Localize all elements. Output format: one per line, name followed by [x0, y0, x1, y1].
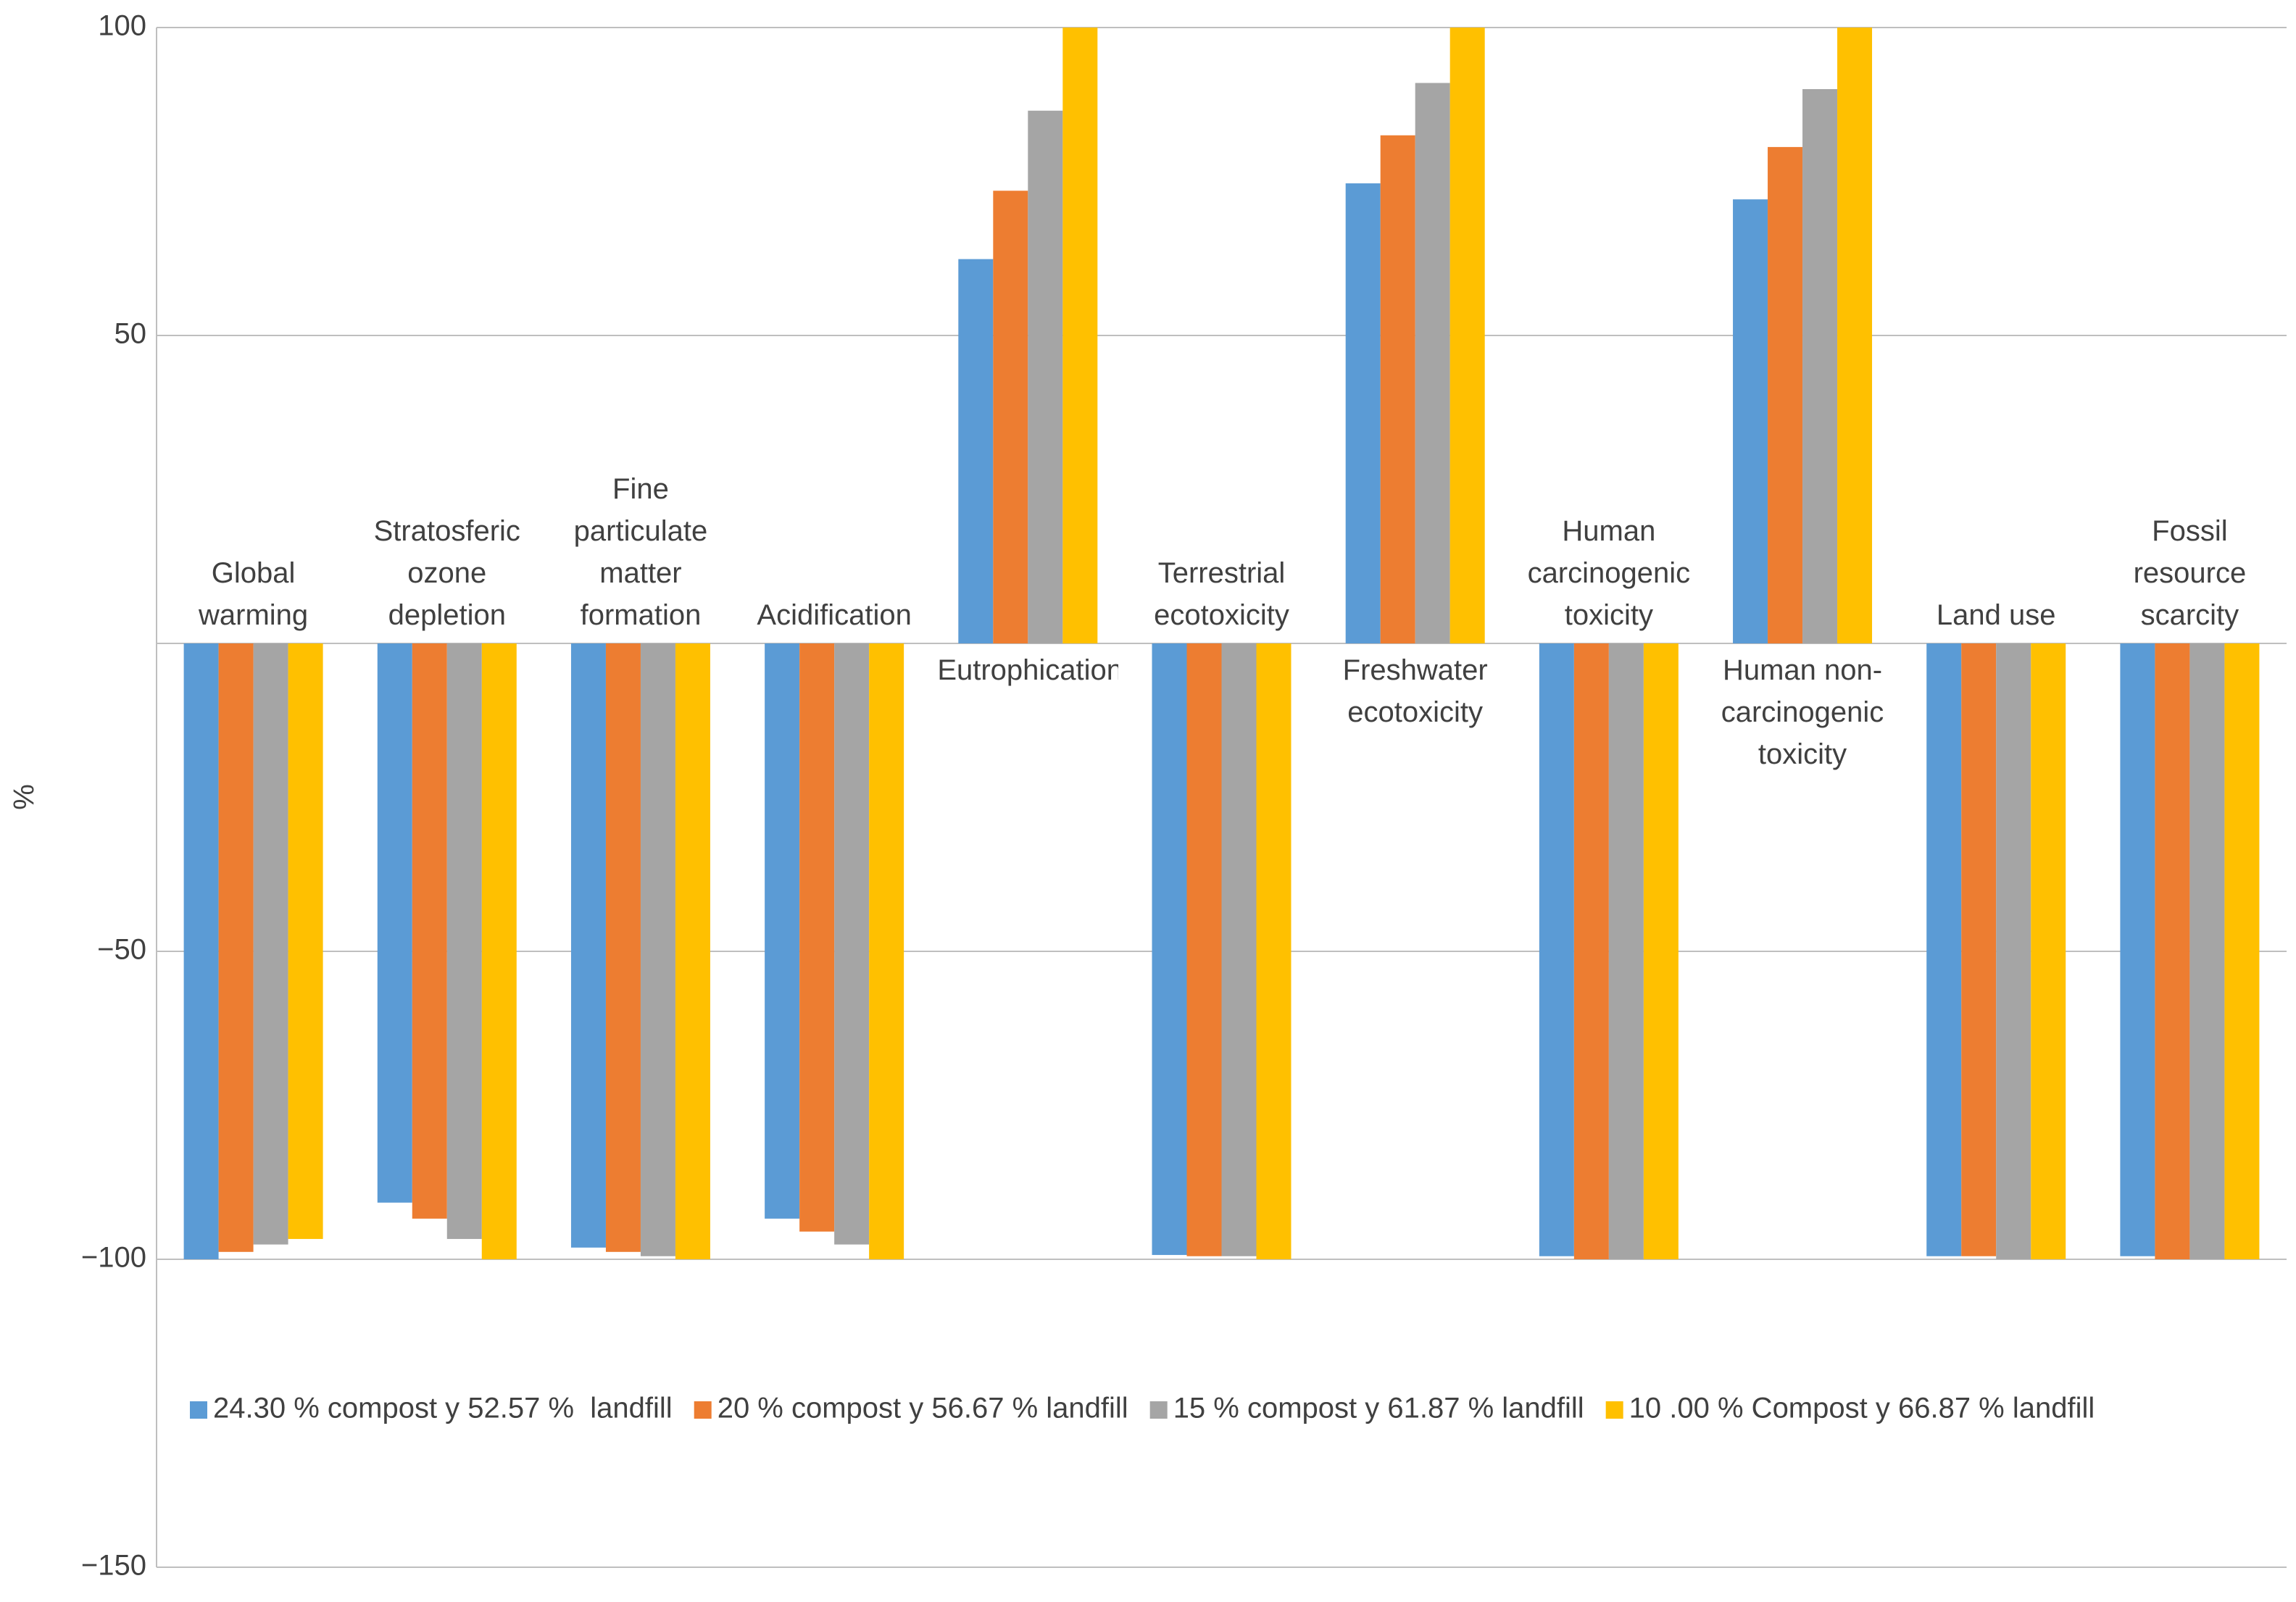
bar [605, 643, 641, 1252]
bar [765, 643, 800, 1219]
bar [2155, 643, 2190, 1259]
bar [1028, 110, 1063, 643]
bar [253, 643, 288, 1245]
bar [377, 643, 412, 1203]
bar [1961, 643, 1997, 1256]
bar [993, 191, 1028, 643]
y-axis-title: % [9, 784, 41, 810]
x-tick-label-box: Freshwater ecotoxicity [1342, 654, 1488, 728]
bar [1926, 643, 1962, 1256]
bar [1415, 83, 1450, 643]
bar [1837, 28, 1873, 643]
bar [1768, 146, 1803, 643]
bar [1345, 183, 1381, 644]
bar [1643, 643, 1679, 1259]
x-tick-label: Land use [1936, 599, 2056, 631]
x-tick-label: Freshwater ecotoxicity [1342, 654, 1488, 728]
y-tick-label: −100 [81, 1242, 146, 1274]
x-tick-label-box: Fossil resource scarcity [2133, 515, 2247, 631]
x-tick-label: Terrestrial ecotoxicity [1154, 557, 1289, 631]
bar [1221, 643, 1257, 1256]
bar [640, 643, 675, 1256]
bar [799, 643, 835, 1232]
bar [183, 643, 219, 1259]
x-tick-label-box: Fine particulate matter formation [573, 473, 708, 631]
bar [2189, 643, 2225, 1259]
bar [1152, 643, 1187, 1256]
bar [1062, 28, 1098, 643]
bar [1539, 643, 1574, 1256]
x-tick-label: Global warming [199, 557, 309, 631]
legend-label: 24.30 % compost y 52.57 % landfill [213, 1393, 673, 1424]
x-tick-label-box: Eutrophication [937, 654, 1119, 686]
x-tick-label: Human non-carcinogenic toxicity [1721, 654, 1884, 770]
x-tick-label-box: Terrestrial ecotoxicity [1154, 557, 1289, 631]
bar [1380, 135, 1415, 643]
bar [570, 643, 606, 1248]
bar [1256, 643, 1292, 1259]
x-tick-label: Human carcinogenic toxicity [1527, 515, 1691, 631]
bar [958, 259, 994, 644]
bar [1186, 643, 1222, 1256]
y-tick-label: −50 [97, 934, 146, 966]
bar [1449, 28, 1485, 643]
bar [1996, 643, 2031, 1259]
bar [412, 643, 447, 1219]
bar [2031, 643, 2066, 1259]
bar [481, 643, 517, 1259]
bar [288, 643, 323, 1239]
legend-swatch [1149, 1401, 1168, 1419]
bar [218, 643, 254, 1252]
x-tick-label: Fossil resource scarcity [2133, 515, 2247, 631]
legend-swatch [694, 1401, 712, 1419]
bar [869, 643, 904, 1259]
y-tick-label: −150 [81, 1550, 146, 1582]
x-tick-label-box: Land use [1936, 599, 2056, 631]
x-tick-label: Fine particulate matter formation [573, 473, 708, 631]
x-tick-label-box: Human non-carcinogenic toxicity [1721, 654, 1884, 770]
legend-swatch [190, 1401, 207, 1419]
legend-label: 15 % compost y 61.87 % landfill [1173, 1393, 1584, 1424]
bar [1733, 199, 1768, 643]
bar [1802, 89, 1838, 643]
legend-swatch [1605, 1401, 1623, 1419]
bar [675, 643, 710, 1259]
x-tick-label-box: Stratosferic ozone depletion [373, 515, 520, 631]
y-tick-label: 100 [98, 10, 146, 42]
bar [834, 643, 870, 1245]
x-tick-label-box: Acidification [757, 599, 912, 631]
x-tick-label: Stratosferic ozone depletion [373, 515, 520, 631]
x-tick-label: Acidification [757, 599, 912, 631]
legend-label: 10 .00 % Compost y 66.87 % landfill [1629, 1393, 2095, 1424]
bar [1608, 643, 1644, 1259]
bar [2120, 643, 2155, 1256]
x-tick-label-box: Human carcinogenic toxicity [1527, 515, 1691, 631]
bar [2224, 643, 2260, 1259]
bar [446, 643, 482, 1239]
legend-label: 20 % compost y 56.67 % landfill [718, 1393, 1128, 1424]
x-tick-label: Eutrophication [937, 654, 1119, 686]
y-tick-label: 50 [115, 318, 147, 350]
bar [1573, 643, 1609, 1259]
x-tick-label-box: Global warming [199, 557, 309, 631]
